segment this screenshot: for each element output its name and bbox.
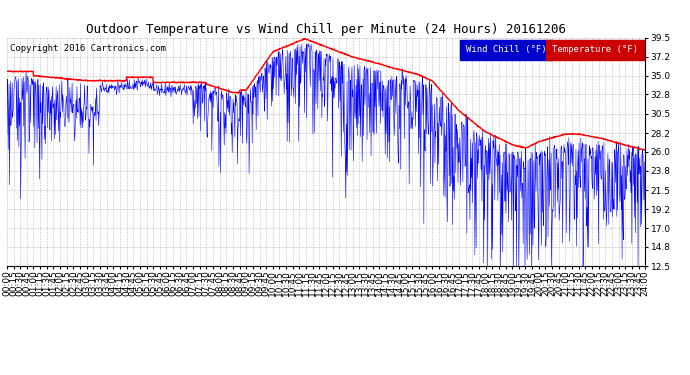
- Legend: Wind Chill (°F), Temperature (°F): Wind Chill (°F), Temperature (°F): [460, 42, 640, 57]
- Text: Copyright 2016 Cartronics.com: Copyright 2016 Cartronics.com: [10, 44, 166, 53]
- Title: Outdoor Temperature vs Wind Chill per Minute (24 Hours) 20161206: Outdoor Temperature vs Wind Chill per Mi…: [86, 23, 566, 36]
